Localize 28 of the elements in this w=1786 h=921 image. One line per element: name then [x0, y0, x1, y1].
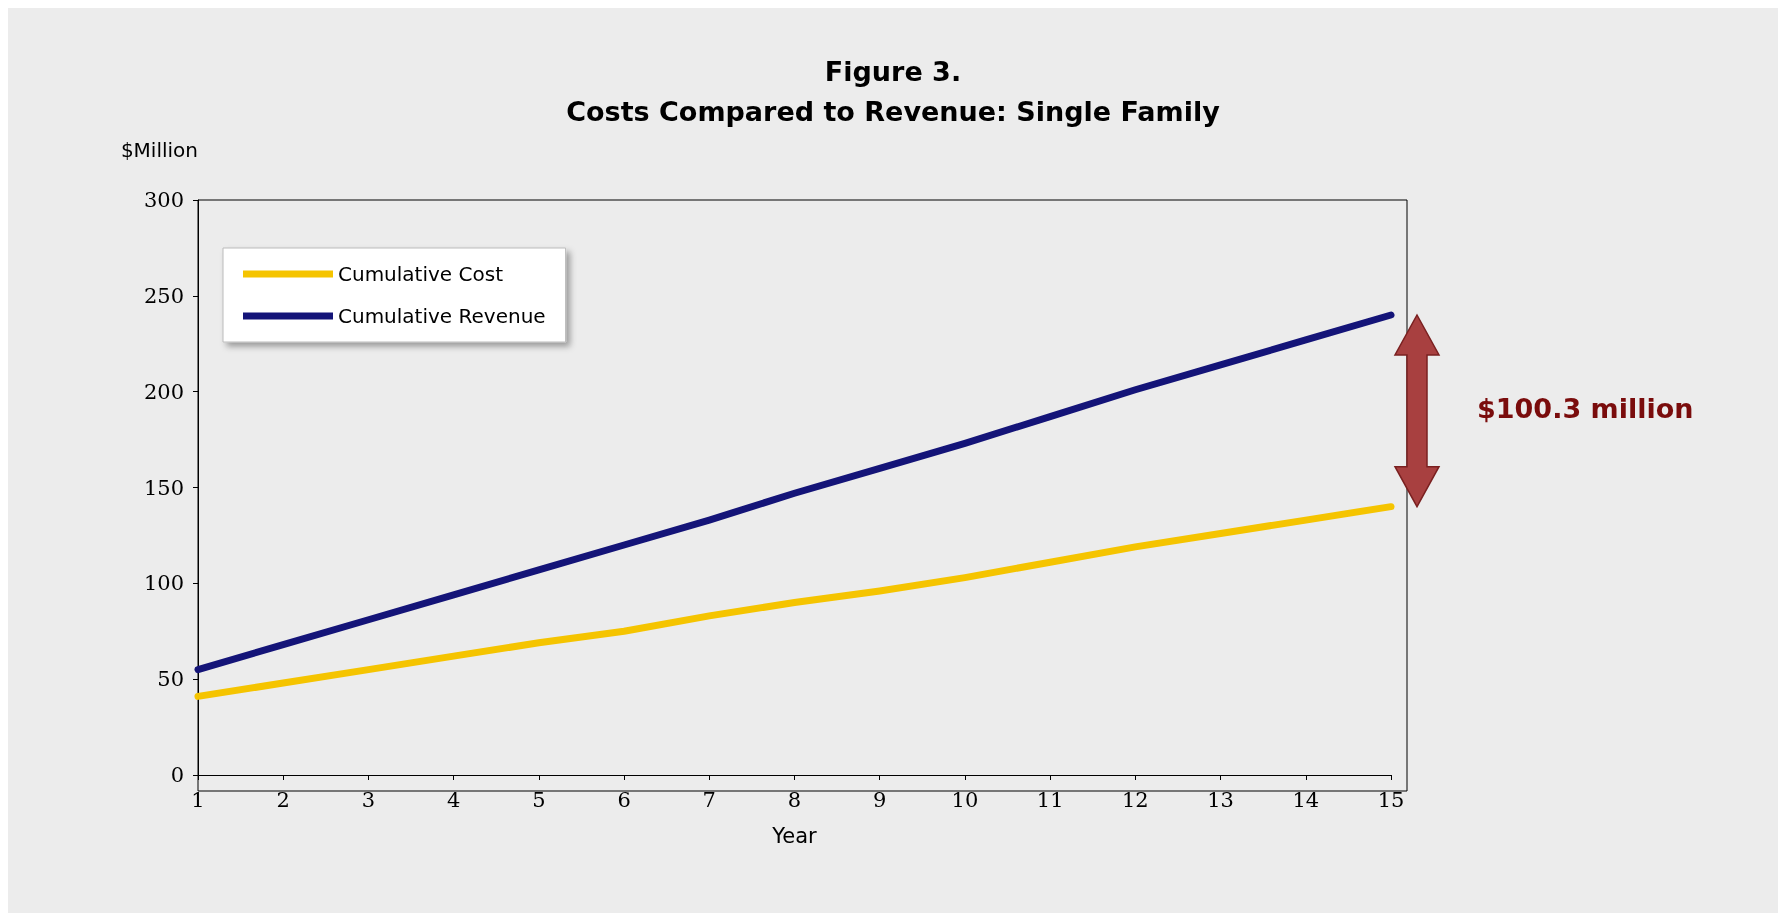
x-tick-label: 10	[951, 787, 979, 812]
x-tick-label: 6	[617, 787, 631, 812]
text: $100.3 million	[1477, 392, 1694, 424]
legend-label: Cumulative Revenue	[338, 304, 546, 328]
y-tick-label: 300	[143, 188, 184, 212]
y-tick-label: 250	[143, 283, 184, 308]
x-tick-label: 11	[1036, 787, 1064, 812]
x-tick-label: 12	[1121, 787, 1149, 812]
y-axis-title: $Million	[120, 138, 198, 162]
x-tick-label: 3	[361, 787, 376, 812]
chart-title: Figure 3. Costs Compared to Revenue: Single Family	[566, 55, 1221, 127]
y-tick-label: 50	[157, 667, 184, 692]
x-tick-label: 8	[787, 787, 802, 812]
y-tick-label: 150	[143, 475, 184, 500]
x-tick-label: 13	[1207, 787, 1234, 812]
legend-label: Cumulative Cost	[338, 262, 504, 286]
y-tick-label: 100	[143, 571, 184, 596]
y-tick-label: 0	[170, 763, 184, 787]
y-tick-label: 200	[143, 379, 184, 404]
x-tick-label: 15	[1377, 787, 1405, 812]
x-tick-label: 9	[873, 787, 887, 812]
x-tick-label: 1	[191, 787, 205, 812]
x-tick-label: 14	[1292, 787, 1320, 812]
x-tick-label: 7	[702, 787, 716, 812]
x-tick-label: 4	[446, 787, 461, 812]
x-tick-label: 2	[276, 787, 290, 812]
x-tick-label: 5	[532, 787, 546, 812]
x-axis-title: Year	[771, 823, 818, 848]
